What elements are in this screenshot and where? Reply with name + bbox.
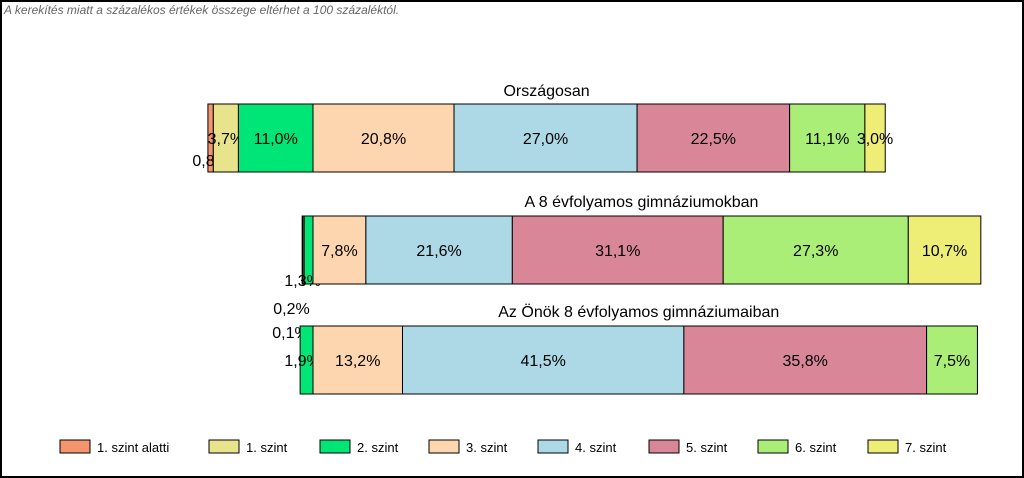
data-label: 27,0% <box>523 131 568 148</box>
legend-swatch <box>208 439 240 454</box>
bar-segment <box>926 325 978 395</box>
bar-segment <box>453 103 638 173</box>
legend-swatch <box>648 439 680 454</box>
data-label: 11,0% <box>254 131 298 148</box>
legend-label: 2. szint <box>357 440 399 455</box>
data-label: 0,1% <box>272 325 308 342</box>
legend-swatch <box>537 439 569 454</box>
data-label: 7,5% <box>934 353 970 370</box>
data-label: 11,1% <box>805 131 849 148</box>
legend-label: 1. szint <box>246 440 288 455</box>
data-label: 31,1% <box>595 243 640 260</box>
bar-segment <box>511 215 724 285</box>
data-label: 10,7% <box>922 243 967 260</box>
legend-swatch <box>867 439 899 454</box>
bar-segment <box>312 325 403 395</box>
legend-label: 5. szint <box>686 440 728 455</box>
data-label: 22,5% <box>691 131 736 148</box>
data-label: 20,8% <box>361 131 406 148</box>
bar-segment <box>864 103 886 173</box>
bar-segment <box>237 103 314 173</box>
bar-segment <box>312 103 455 173</box>
legend-label: 6. szint <box>795 440 837 455</box>
data-label: 0,2% <box>273 301 309 318</box>
bar-segment <box>312 215 367 285</box>
legend-label: 4. szint <box>575 440 617 455</box>
legend-swatch <box>319 439 351 454</box>
data-label: 21,6% <box>416 243 461 260</box>
series-title: Az Önök 8 évfolyamos gimnáziumaiban <box>498 303 779 321</box>
bar-segment <box>401 325 685 395</box>
legend-swatch <box>428 439 460 454</box>
legend-label: 7. szint <box>905 440 947 455</box>
data-label: 7,8% <box>321 243 357 260</box>
data-label: 35,8% <box>783 353 828 370</box>
data-label: 41,5% <box>520 353 565 370</box>
series-title: Országosan <box>503 83 589 100</box>
bar-segment <box>789 103 866 173</box>
rounding-note: A kerekítés miatt a százalékos értékek ö… <box>4 3 400 17</box>
bar-segment <box>636 103 791 173</box>
legend-label: 3. szint <box>466 440 508 455</box>
bar-segment <box>907 215 982 285</box>
bar-segment <box>683 325 928 395</box>
data-label: 27,3% <box>793 243 838 260</box>
legend-label: 1. szint alatti <box>97 440 169 455</box>
data-label: 1,9% <box>284 353 320 370</box>
data-label: 13,2% <box>335 353 380 370</box>
bar-segment <box>722 215 909 285</box>
legend-swatch <box>59 439 91 454</box>
data-label: 3,7% <box>208 131 244 148</box>
data-label: 3,0% <box>857 131 893 148</box>
legend-swatch <box>757 439 789 454</box>
data-label: 1,3% <box>284 273 320 290</box>
series-title: A 8 évfolyamos gimnáziumokban <box>525 194 759 211</box>
